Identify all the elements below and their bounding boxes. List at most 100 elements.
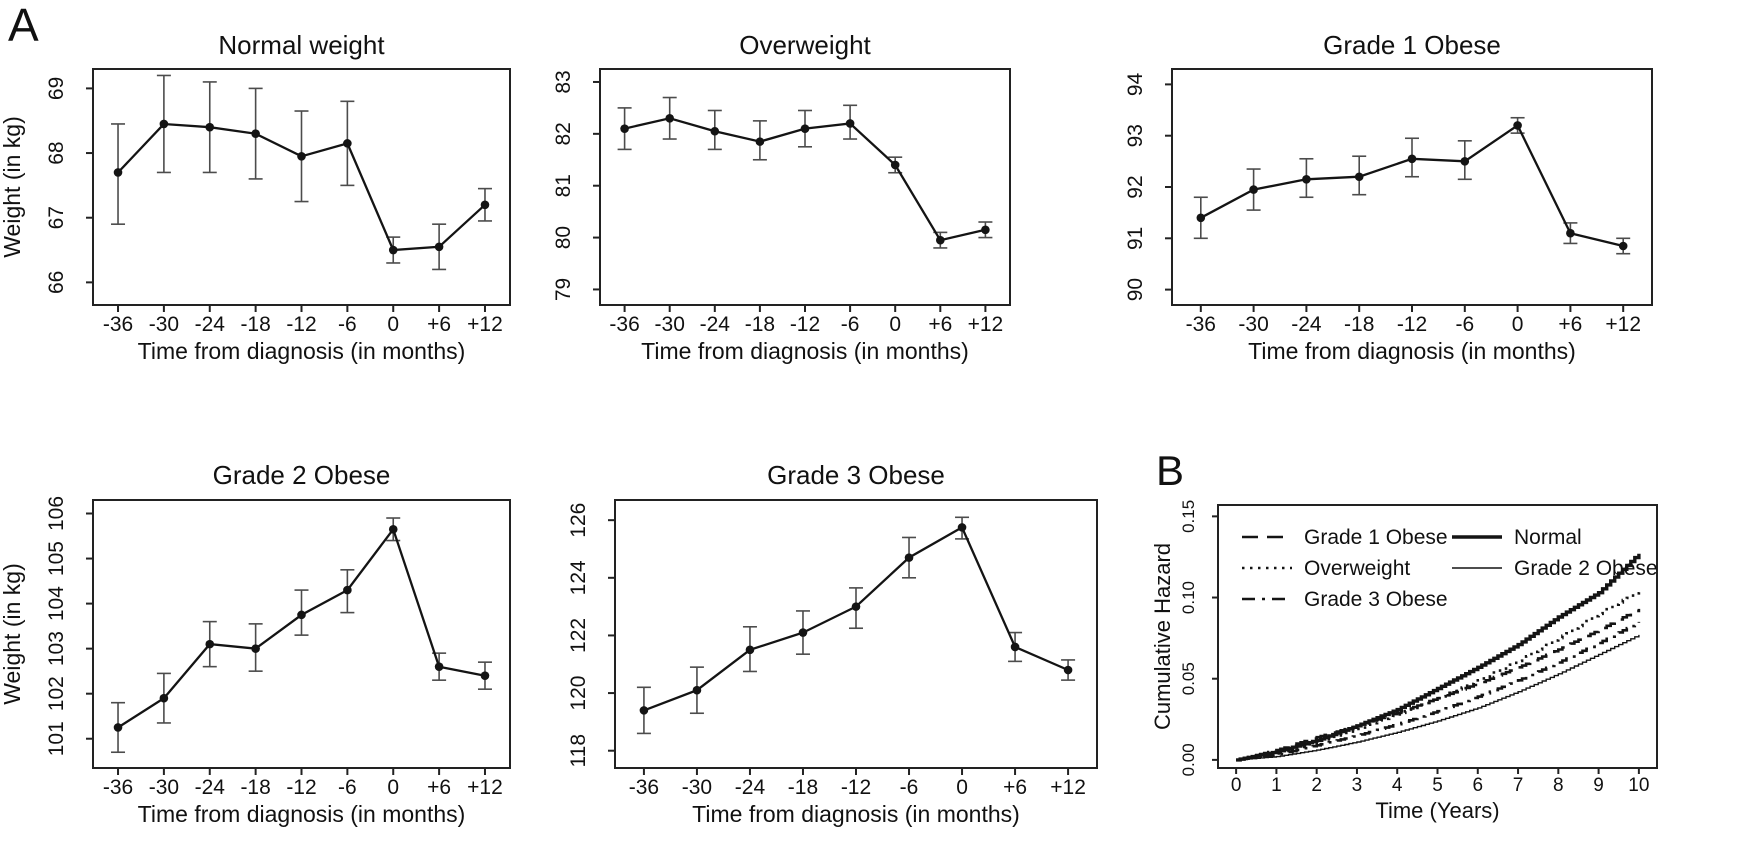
y-tick-label: 83 <box>552 70 575 93</box>
x-tick-label: +6 <box>928 313 952 336</box>
x-tick-label: 2 <box>1311 775 1322 796</box>
data-point <box>851 602 861 611</box>
y-tick-label: 0.10 <box>1179 581 1198 614</box>
data-point <box>755 137 765 146</box>
chart-overweight: 79 80 81 82 83 -36 -30 -24 -18 -12 -6 0 +6 +12 Overwei… <box>505 18 1050 378</box>
y-tick-label: 69 <box>45 77 68 100</box>
y-tick-label: 94 <box>1124 72 1147 96</box>
data-point <box>297 151 306 161</box>
x-tick-label: -36 <box>609 313 639 336</box>
x-tick-label: -24 <box>1291 313 1322 336</box>
chart-title: Grade 2 Obese <box>213 460 391 490</box>
x-tick-label: -12 <box>286 776 316 799</box>
x-tick-label: -30 <box>682 776 712 799</box>
x-tick-label: +6 <box>427 776 451 799</box>
x-tick-label: 0 <box>387 313 399 336</box>
x-tick-label: -6 <box>1455 313 1474 336</box>
data-point <box>251 129 260 138</box>
data-point <box>1460 157 1470 166</box>
plot-box <box>614 499 1098 769</box>
data-point <box>297 610 306 620</box>
x-tick-label: 0 <box>889 313 901 336</box>
chart-grade2-obese: 101 102 103 104 105 106 -36 -30 -24 -18 -12 -6 0 +6 +1… <box>0 448 545 828</box>
y-tick-label: 79 <box>552 278 575 301</box>
panel-a-label: A <box>8 0 39 51</box>
series-overweight <box>1236 591 1641 762</box>
data-point <box>1354 172 1364 182</box>
x-axis-title: Time from diagnosis (in months) <box>1248 338 1576 364</box>
data-point <box>710 126 720 136</box>
y-tick-label: 0.15 <box>1179 500 1198 533</box>
series-grade-2-obese <box>1236 634 1640 761</box>
y-tick-label: 91 <box>1124 227 1147 250</box>
y-tick-label: 67 <box>45 206 68 229</box>
x-tick-label: -30 <box>1238 313 1268 336</box>
x-tick-label: -24 <box>700 313 731 336</box>
data-point <box>1618 241 1628 251</box>
y-tick-label: 102 <box>45 676 68 711</box>
x-tick-label: -30 <box>655 313 685 336</box>
data-point <box>800 124 810 133</box>
x-axis-title: Time (Years) <box>1375 798 1499 823</box>
data-point <box>1407 154 1417 164</box>
x-tick-label: 8 <box>1553 775 1564 796</box>
y-tick-label: 0.00 <box>1179 743 1198 776</box>
x-tick-label: +6 <box>427 313 451 336</box>
chart-cumulative-hazard: 0.00 0.05 0.10 0.15 0 1 2 3 4 5 6 7 8 9 10 Grade 1 Obes… <box>1150 435 1749 845</box>
x-tick-label: -24 <box>735 776 766 799</box>
data-point <box>936 235 945 245</box>
x-tick-label: +12 <box>1605 313 1641 336</box>
data-point <box>343 139 352 148</box>
data-point <box>957 523 967 532</box>
plot-box <box>1171 68 1653 306</box>
data-point <box>1566 228 1575 238</box>
plot-box <box>599 68 1011 306</box>
data-point <box>205 639 215 649</box>
data-point <box>1196 213 1206 223</box>
x-tick-label: +12 <box>467 776 503 799</box>
y-tick-label: 120 <box>567 676 590 711</box>
data-point <box>1302 175 1311 184</box>
x-tick-label: 7 <box>1513 775 1524 796</box>
chart-grade2-obese-svg: 101 102 103 104 105 106 -36 -30 -24 -18 -12 -6 0 +6 +1… <box>0 460 511 827</box>
x-tick-label: 4 <box>1392 775 1403 796</box>
legend-label: Normal <box>1514 526 1582 549</box>
x-tick-label: -36 <box>1186 313 1216 336</box>
x-tick-label: -12 <box>286 313 316 336</box>
chart-grade3-obese-svg: 118 120 122 124 126 -36 -30 -24 -18 -12 -6 0 +6 +12 Gr… <box>567 460 1098 827</box>
data-point <box>434 242 444 252</box>
data-point <box>388 245 398 255</box>
series-grade-1-obese <box>1236 608 1641 762</box>
y-tick-label: 81 <box>552 174 575 197</box>
data-point <box>480 200 490 210</box>
y-tick-label: 106 <box>45 496 68 531</box>
panel-b-label: B <box>1156 447 1185 494</box>
y-axis-title: Weight (in kg) <box>0 563 25 704</box>
x-tick-label: -6 <box>841 313 860 336</box>
chart-title: Grade 1 Obese <box>1323 30 1501 60</box>
chart-grade1-obese: 90 91 92 93 94 -36 -30 -24 -18 -12 -6 0 +6 +12 Grade 1… <box>1080 18 1680 378</box>
y-tick-label: 68 <box>45 141 68 164</box>
y-tick-label: 0.05 <box>1179 662 1198 695</box>
legend-label: Grade 1 Obese <box>1304 526 1448 549</box>
data-point <box>251 644 260 653</box>
data-point <box>113 723 123 732</box>
y-tick-label: 66 <box>45 271 68 294</box>
data-point <box>434 662 444 671</box>
x-axis-title: Time from diagnosis (in months) <box>138 338 466 364</box>
data-point <box>745 645 755 655</box>
legend-label: Grade 2 Obese <box>1514 557 1658 580</box>
x-tick-label: +12 <box>968 313 1004 336</box>
chart-title: Grade 3 Obese <box>767 460 945 490</box>
y-axis-title: Weight (in kg) <box>0 116 25 257</box>
y-axis-title: Cumulative Hazard <box>1150 543 1175 730</box>
x-tick-label: -30 <box>149 313 179 336</box>
x-tick-label: 6 <box>1472 775 1483 796</box>
x-tick-label: -18 <box>745 313 775 336</box>
x-tick-label: 0 <box>1512 313 1524 336</box>
x-tick-label: -36 <box>629 776 659 799</box>
chart-cumulative-hazard-svg: 0.00 0.05 0.10 0.15 0 1 2 3 4 5 6 7 8 9 10 Grade 1 Obes… <box>1150 500 1658 823</box>
x-tick-label: -36 <box>103 313 133 336</box>
x-tick-label: -18 <box>1344 313 1374 336</box>
data-point <box>890 160 900 170</box>
